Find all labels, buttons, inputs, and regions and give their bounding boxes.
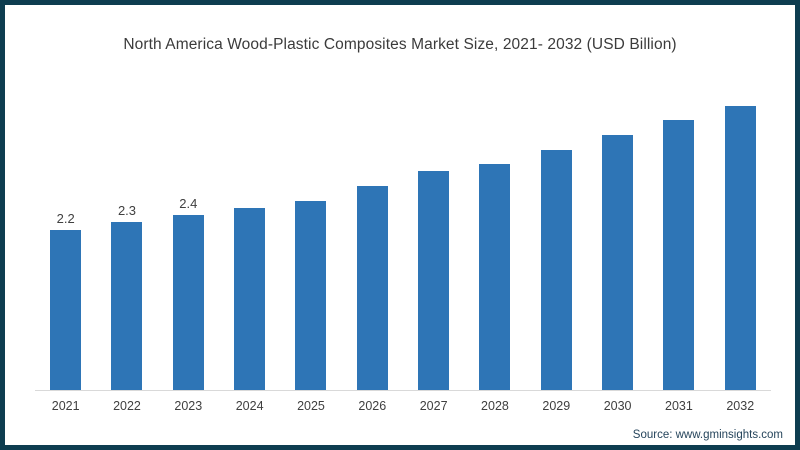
bar [111, 222, 143, 390]
x-tick-label: 2030 [603, 399, 632, 413]
bar [50, 229, 82, 390]
bar [172, 215, 204, 390]
bar [479, 164, 511, 390]
bar-value-label: 2.3 [117, 203, 137, 219]
x-axis-labels: 2021 2022 2023 2024 2025 2026 2027 2028 2029 2030… [35, 397, 771, 415]
bar-column: 2.2 [35, 85, 96, 390]
x-tick-label: 2031 [665, 399, 693, 413]
bar-column: 2.3 [96, 85, 157, 390]
bar-column [464, 85, 525, 390]
bar-column [342, 85, 403, 390]
x-tick-label: 2022 [113, 399, 141, 413]
source-credit: Source: www.gminsights.com [632, 429, 783, 441]
bar [540, 149, 572, 390]
bar-column [403, 85, 464, 390]
bar-column [710, 85, 771, 390]
x-tick-label: 2028 [481, 399, 509, 413]
x-tick-label: 2027 [419, 399, 448, 413]
plot-area: 2.2 2.3 2.4 [35, 85, 771, 391]
bar-column [280, 85, 341, 390]
bar-column [526, 85, 587, 390]
chart-title: North America Wood-Plastic Composites Ma… [123, 36, 677, 53]
x-tick-label: 2029 [542, 399, 571, 413]
bar [295, 200, 327, 390]
bar [234, 207, 266, 390]
bar-column [587, 85, 648, 390]
bar [724, 105, 756, 390]
bar-column [219, 85, 280, 390]
x-tick-label: 2023 [174, 399, 203, 413]
bar [663, 120, 695, 390]
bar-value-label: 2.4 [179, 196, 198, 212]
x-tick-label: 2026 [358, 399, 387, 413]
bar [356, 186, 388, 390]
bar-column: 2.4 [158, 85, 219, 390]
x-tick-label: 2032 [726, 399, 755, 413]
bar-column [648, 85, 709, 390]
bar [602, 135, 634, 390]
x-tick-label: 2024 [235, 399, 264, 413]
bar-value-label: 2.2 [56, 210, 75, 226]
x-tick-label: 2021 [51, 399, 80, 413]
bar [418, 171, 450, 390]
x-tick-label: 2025 [297, 399, 325, 413]
